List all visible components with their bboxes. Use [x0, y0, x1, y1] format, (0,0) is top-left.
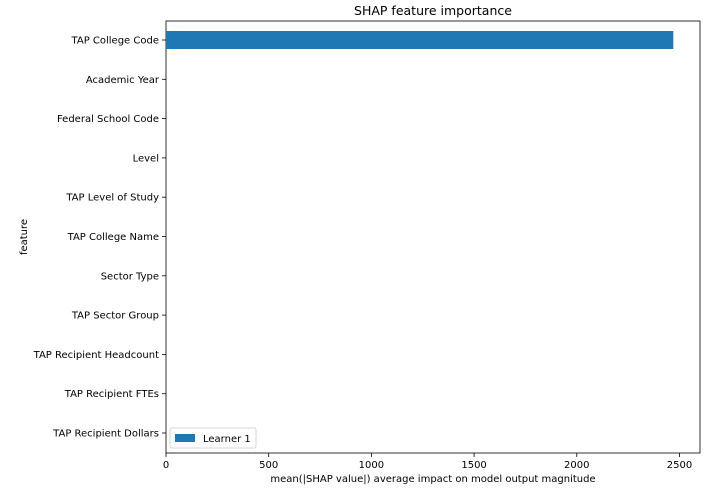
- y-tick-label: Level: [133, 153, 159, 164]
- y-tick-label: Federal School Code: [57, 114, 159, 125]
- legend-swatch: [175, 434, 195, 442]
- y-tick-label: TAP Sector Group: [71, 311, 159, 322]
- y-axis-label: feature: [19, 219, 30, 255]
- x-tick-label: 1000: [359, 460, 384, 471]
- x-axis-label: mean(|SHAP value|) average impact on mod…: [270, 474, 595, 485]
- legend-box: [169, 427, 257, 449]
- y-tick-label: TAP Level of Study: [65, 193, 159, 204]
- x-tick-label: 500: [259, 460, 278, 471]
- y-tick-label: Academic Year: [86, 75, 160, 86]
- y-tick-label: TAP Recipient Headcount: [33, 350, 159, 361]
- y-tick-label: TAP Recipient FTEs: [64, 389, 159, 400]
- y-tick-label: TAP College Code: [71, 36, 159, 47]
- bar: [166, 31, 674, 49]
- y-tick-label: Sector Type: [101, 271, 159, 282]
- x-tick-label: 2000: [564, 460, 589, 471]
- y-tick-label: TAP College Name: [67, 232, 159, 243]
- x-tick-label: 1500: [461, 460, 486, 471]
- x-tick-label: 2500: [667, 460, 692, 471]
- legend: Learner 1: [169, 427, 257, 449]
- chart-title: SHAP feature importance: [354, 3, 512, 18]
- legend-label: Learner 1: [203, 434, 251, 445]
- x-tick-label: 0: [163, 460, 169, 471]
- y-axis-ticks: TAP College Code Academic Year Federal Sch…: [33, 36, 166, 440]
- plot-area: [165, 20, 701, 454]
- x-axis-ticks: 0 500 1000 1500 2000 2500: [163, 453, 692, 471]
- y-tick-label: TAP Recipient Dollars: [52, 429, 159, 440]
- bars-group: [166, 31, 674, 49]
